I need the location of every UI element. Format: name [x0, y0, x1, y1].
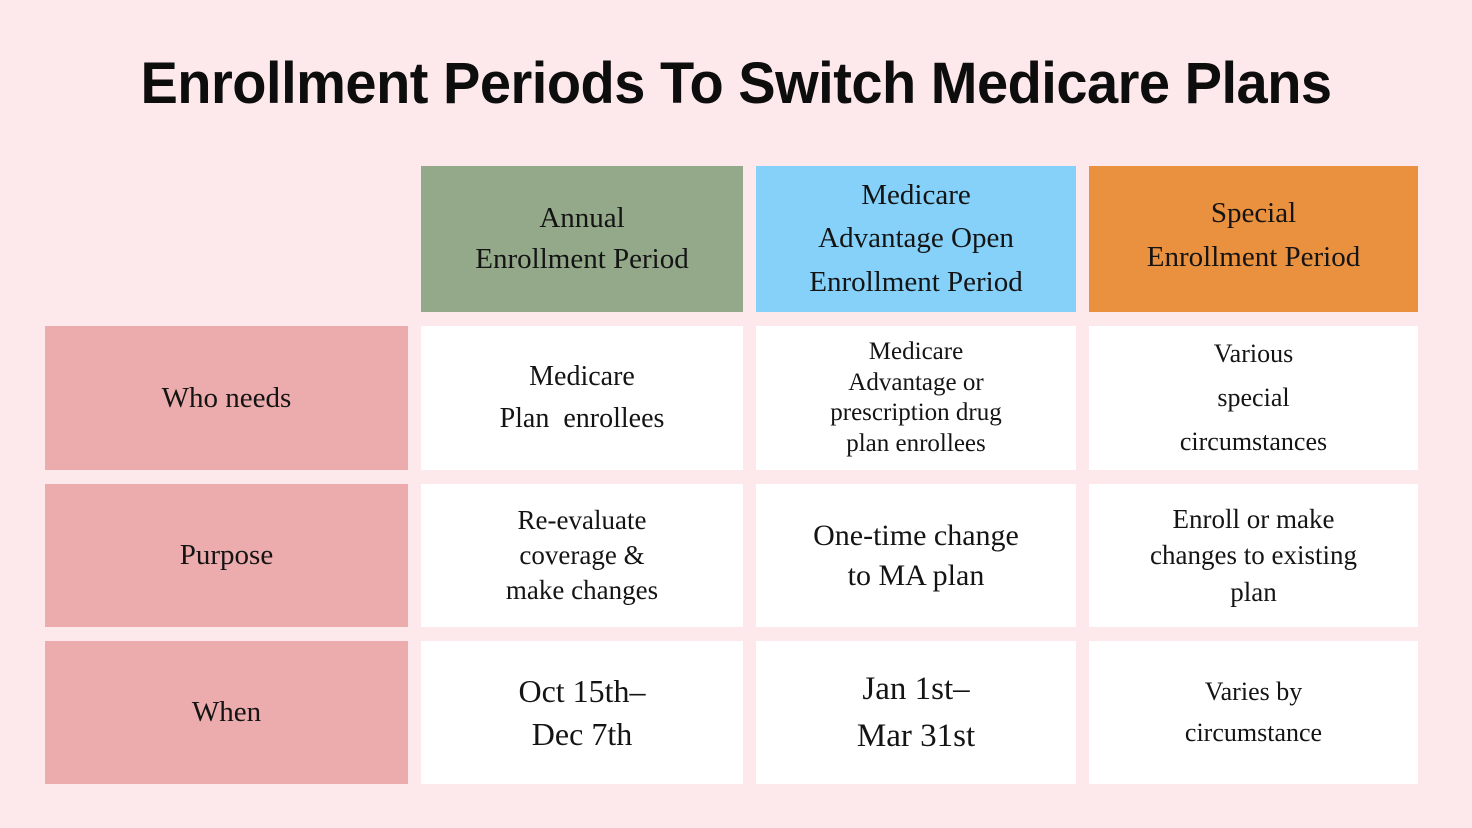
- page-title: Enrollment Periods To Switch Medicare Pl…: [140, 49, 1332, 116]
- cell-who-needs-ma-open: Medicare Advantage or prescription drug …: [756, 326, 1076, 470]
- cell-when-special: Varies by circumstance: [1089, 641, 1418, 784]
- col-header-medicare-advantage-open-enrollment-period: Medicare Advantage Open Enrollment Perio…: [756, 166, 1076, 312]
- cell-purpose-annual: Re-evaluate coverage & make changes: [421, 484, 743, 627]
- cell-who-needs-annual: Medicare Plan enrollees: [421, 326, 743, 470]
- enrollment-table: Annual Enrollment Period Medicare Advant…: [45, 166, 1418, 784]
- col-header-special-enrollment-period: Special Enrollment Period: [1089, 166, 1418, 312]
- row-header-purpose: Purpose: [45, 484, 408, 627]
- cell-when-ma-open: Jan 1st– Mar 31st: [756, 641, 1076, 784]
- cell-who-needs-special: Various special circumstances: [1089, 326, 1418, 470]
- cell-purpose-special: Enroll or make changes to existing plan: [1089, 484, 1418, 627]
- row-header-when: When: [45, 641, 408, 784]
- cell-purpose-ma-open: One-time change to MA plan: [756, 484, 1076, 627]
- row-header-who-needs: Who needs: [45, 326, 408, 470]
- cell-when-annual: Oct 15th– Dec 7th: [421, 641, 743, 784]
- table-corner-spacer: [45, 166, 408, 312]
- col-header-annual-enrollment-period: Annual Enrollment Period: [421, 166, 743, 312]
